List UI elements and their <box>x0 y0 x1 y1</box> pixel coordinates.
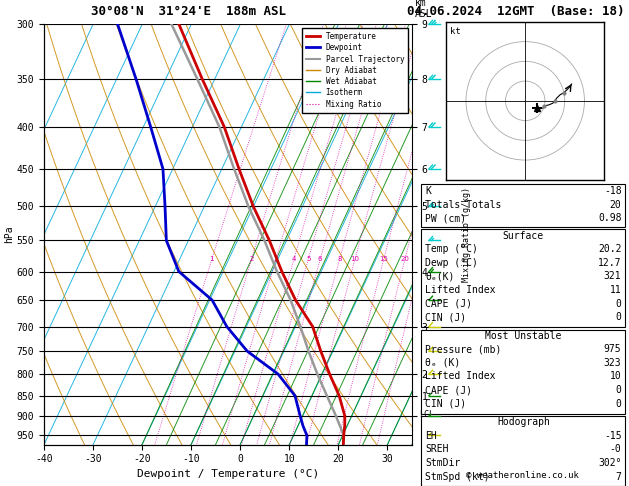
Text: 0.98: 0.98 <box>598 213 621 224</box>
Text: 2: 2 <box>249 257 253 262</box>
Text: 6: 6 <box>318 257 323 262</box>
Text: 302°: 302° <box>598 458 621 468</box>
Text: km
ASL: km ASL <box>415 0 433 19</box>
Text: PW (cm): PW (cm) <box>425 213 466 224</box>
Text: EH: EH <box>425 431 437 441</box>
Text: 0: 0 <box>616 312 621 322</box>
Text: 7: 7 <box>616 471 621 482</box>
Text: Pressure (mb): Pressure (mb) <box>425 344 501 354</box>
Text: SREH: SREH <box>425 444 448 454</box>
Text: Most Unstable: Most Unstable <box>485 330 562 341</box>
Text: θₑ (K): θₑ (K) <box>425 358 460 368</box>
Text: LCL: LCL <box>419 410 434 418</box>
Text: Surface: Surface <box>503 230 544 241</box>
Text: Lifted Index: Lifted Index <box>425 285 496 295</box>
Text: kt: kt <box>450 27 461 35</box>
Text: 321: 321 <box>604 271 621 281</box>
Text: -15: -15 <box>604 431 621 441</box>
Text: 10: 10 <box>350 257 359 262</box>
Text: 0: 0 <box>616 385 621 395</box>
Text: Hodograph: Hodograph <box>497 417 550 427</box>
Y-axis label: Mixing Ratio (g/kg): Mixing Ratio (g/kg) <box>462 187 471 282</box>
Legend: Temperature, Dewpoint, Parcel Trajectory, Dry Adiabat, Wet Adiabat, Isotherm, Mi: Temperature, Dewpoint, Parcel Trajectory… <box>302 28 408 112</box>
Text: 975: 975 <box>604 344 621 354</box>
Text: CIN (J): CIN (J) <box>425 312 466 322</box>
Text: 04.06.2024  12GMT  (Base: 18): 04.06.2024 12GMT (Base: 18) <box>407 5 625 18</box>
Text: 30°08'N  31°24'E  188m ASL: 30°08'N 31°24'E 188m ASL <box>91 5 286 18</box>
Text: 3: 3 <box>274 257 278 262</box>
Text: 8: 8 <box>337 257 342 262</box>
Text: CAPE (J): CAPE (J) <box>425 298 472 309</box>
X-axis label: Dewpoint / Temperature (°C): Dewpoint / Temperature (°C) <box>137 469 319 479</box>
Text: StmDir: StmDir <box>425 458 460 468</box>
Text: 11: 11 <box>610 285 621 295</box>
Y-axis label: hPa: hPa <box>4 226 14 243</box>
Text: CIN (J): CIN (J) <box>425 399 466 409</box>
Text: -18: -18 <box>604 186 621 196</box>
Text: Totals Totals: Totals Totals <box>425 200 501 210</box>
Text: θₑ(K): θₑ(K) <box>425 271 455 281</box>
Text: © weatheronline.co.uk: © weatheronline.co.uk <box>465 471 579 480</box>
Text: 323: 323 <box>604 358 621 368</box>
Text: 12.7: 12.7 <box>598 258 621 268</box>
Text: 0: 0 <box>616 399 621 409</box>
Text: 15: 15 <box>379 257 388 262</box>
Text: Temp (°C): Temp (°C) <box>425 244 478 254</box>
Text: -0: -0 <box>610 444 621 454</box>
Text: Dewp (°C): Dewp (°C) <box>425 258 478 268</box>
Text: 1: 1 <box>209 257 214 262</box>
Text: 20: 20 <box>610 200 621 210</box>
Text: StmSpd (kt): StmSpd (kt) <box>425 471 490 482</box>
Text: 20.2: 20.2 <box>598 244 621 254</box>
Text: 10: 10 <box>610 371 621 382</box>
Text: 20: 20 <box>401 257 409 262</box>
Text: K: K <box>425 186 431 196</box>
Text: 0: 0 <box>616 298 621 309</box>
Text: 4: 4 <box>292 257 296 262</box>
Text: CAPE (J): CAPE (J) <box>425 385 472 395</box>
Text: 5: 5 <box>306 257 310 262</box>
Text: Lifted Index: Lifted Index <box>425 371 496 382</box>
